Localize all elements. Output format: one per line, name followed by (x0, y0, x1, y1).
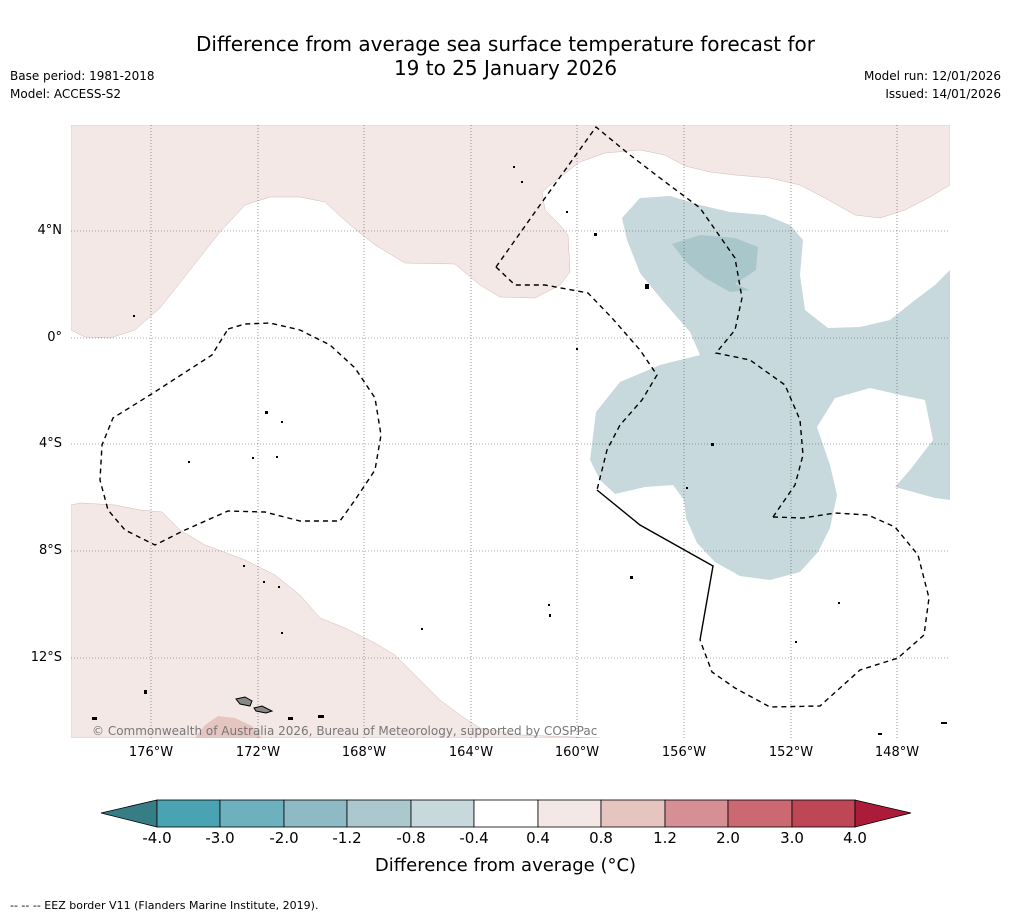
samoa-island-savaii (253, 705, 274, 714)
title-line-2: 19 to 25 January 2026 (393, 56, 618, 80)
colorbar-label: -4.0 (142, 829, 172, 847)
base-period: Base period: 1981-2018 (10, 69, 155, 83)
colorbar-bin (283, 799, 348, 828)
eez-solid-border (596, 489, 714, 641)
colorbar-label: 3.0 (780, 829, 804, 847)
lat-tick-8s: 8°S (38, 543, 62, 558)
meta-left: Base period: 1981-2018 Model: ACCESS-S2 (10, 67, 155, 103)
lat-tick-0: 0° (47, 330, 62, 345)
colorbar-bin (473, 799, 539, 828)
colorbar-bin (156, 799, 221, 828)
eez-borders (99, 125, 930, 708)
warm-anomaly-north (71, 125, 950, 339)
colorbar-label: 0.4 (526, 829, 550, 847)
copyright-notice: © Commonwealth of Australia 2026, Bureau… (92, 724, 598, 738)
map-area (71, 125, 950, 738)
colorbar-label: 1.2 (653, 829, 677, 847)
colorbar-label: 2.0 (716, 829, 740, 847)
colorbar-label: -3.0 (205, 829, 235, 847)
issued-date: Issued: 14/01/2026 (885, 87, 1001, 101)
colorbar-label: -2.0 (269, 829, 299, 847)
lon-tick-148w: 148°W (874, 745, 920, 760)
eez-border-southeast (699, 512, 930, 708)
cool-anomaly-core (672, 235, 758, 292)
warm-anomaly-south (71, 502, 601, 738)
lat-tick-4n: 4°N (37, 223, 63, 238)
colorbar-extend-low (100, 799, 158, 828)
lat-tick-12s: 12°S (30, 650, 62, 665)
samoa-island-upolu (235, 696, 253, 707)
colorbar-extend-high (854, 799, 912, 828)
colorbar-title: Difference from average (°C) (374, 855, 637, 876)
colorbar-bin (791, 799, 856, 828)
colorbar-bin (727, 799, 793, 828)
graticule (71, 125, 950, 738)
lon-tick-152w: 152°W (768, 745, 814, 760)
colorbar-bin (219, 799, 285, 828)
eez-footnote: -- -- -- EEZ border V11 (Flanders Marine… (10, 899, 319, 912)
model-name: Model: ACCESS-S2 (10, 87, 122, 101)
map-title: Difference from average sea surface temp… (0, 32, 1011, 80)
eez-border-west (99, 322, 382, 546)
colorbar-bin (664, 799, 729, 828)
colorbar-label: -0.8 (396, 829, 426, 847)
meta-right: Model run: 12/01/2026 Issued: 14/01/2026 (864, 67, 1001, 103)
lon-tick-164w: 164°W (448, 745, 494, 760)
lat-tick-4s: 4°S (38, 436, 62, 451)
cool-anomaly-main (590, 196, 950, 580)
lon-tick-168w: 168°W (341, 745, 387, 760)
lon-tick-172w: 172°W (235, 745, 281, 760)
colorbar-label: -1.2 (332, 829, 362, 847)
colorbar-label: -0.4 (459, 829, 489, 847)
colorbar (100, 799, 912, 828)
colorbar-bin (600, 799, 666, 828)
eez-border-central (495, 266, 658, 491)
warm-anomaly-south-strong (195, 716, 262, 738)
model-run: Model run: 12/01/2026 (863, 69, 1001, 83)
colorbar-bin (410, 799, 475, 828)
lon-tick-156w: 156°W (661, 745, 707, 760)
colorbar-label: 0.8 (589, 829, 613, 847)
colorbar-bin (346, 799, 412, 828)
title-line-1: Difference from average sea surface temp… (195, 32, 815, 56)
lon-tick-160w: 160°W (554, 745, 600, 760)
islands (92, 166, 947, 735)
colorbar-label: 4.0 (843, 829, 867, 847)
lon-tick-176w: 176°W (128, 745, 174, 760)
colorbar-bin (537, 799, 602, 828)
